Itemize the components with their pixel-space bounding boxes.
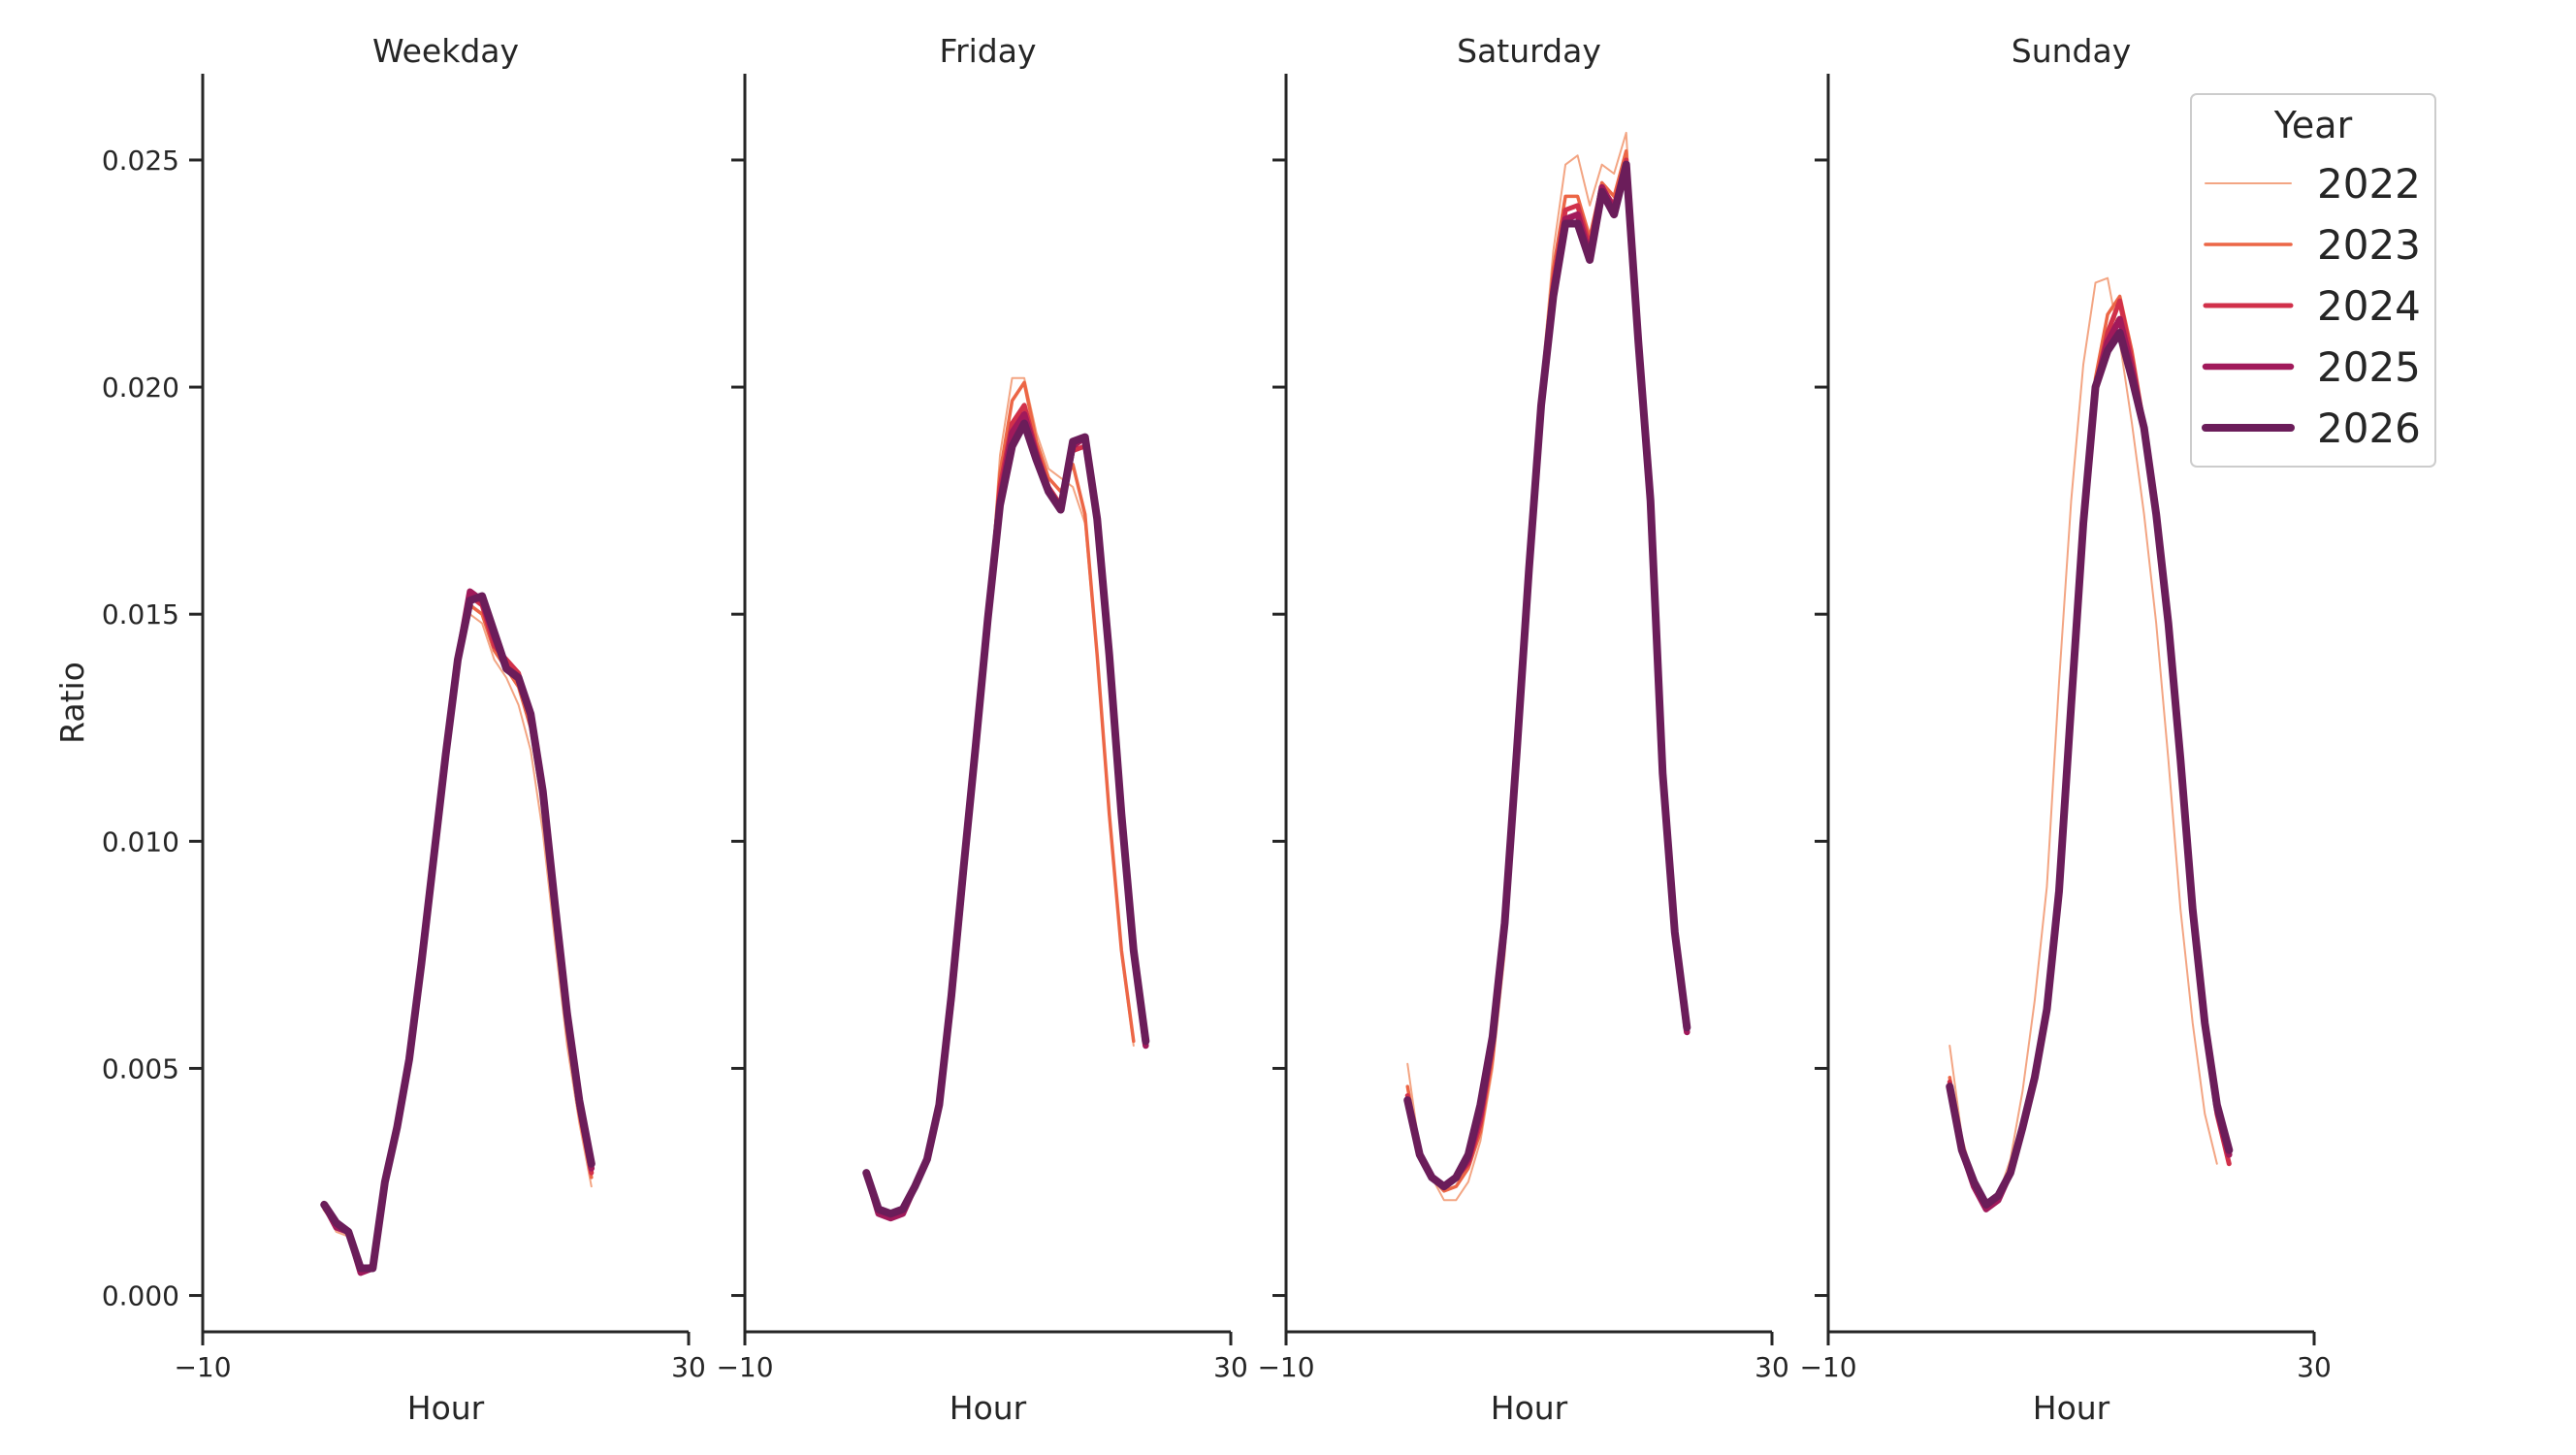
- panel-sunday: Sunday −10 30 Hour: [1799, 32, 2331, 1427]
- panel-title: Sunday: [2012, 32, 2131, 70]
- panel-title: Friday: [939, 32, 1036, 70]
- y-axis-label: Ratio: [53, 662, 91, 744]
- series-line-2026: [1403, 160, 1691, 1191]
- legend: Year 2022 2023 2024 2025 2026: [2190, 93, 2436, 468]
- panel-saturday: Saturday −10 30 Hour: [1257, 32, 1788, 1427]
- panel-weekday: Weekday 0.000 0.005 0.010 0.015 0.020 0.025 −10…: [102, 32, 706, 1427]
- x-tick-label: 30: [1755, 1351, 1789, 1383]
- y-tick-label: 0.025: [102, 145, 179, 177]
- y-tick-label: 0.005: [102, 1052, 179, 1084]
- legend-title: Year: [2273, 104, 2353, 146]
- x-tick-label: −10: [716, 1351, 773, 1383]
- y-tick-label: 0.000: [102, 1280, 179, 1312]
- legend-box: [2190, 93, 2436, 468]
- x-tick-label: −10: [1257, 1351, 1314, 1383]
- legend-entry-2024: 2024: [2317, 282, 2421, 330]
- series-line-2022: [1406, 131, 1689, 1202]
- legend-entry-2025: 2025: [2317, 343, 2421, 391]
- x-tick-label: 30: [2297, 1351, 2332, 1383]
- series-line-2025: [321, 588, 596, 1277]
- legend-entry-2023: 2023: [2317, 221, 2421, 269]
- series-line-2026: [862, 419, 1150, 1218]
- series-line-2023: [1405, 148, 1690, 1193]
- series-line-2025: [863, 410, 1149, 1222]
- x-axis-label: Hour: [2033, 1389, 2110, 1427]
- legend-entry-2022: 2022: [2317, 160, 2421, 208]
- x-tick-label: −10: [1799, 1351, 1856, 1383]
- panel-title: Saturday: [1457, 32, 1601, 70]
- panel-title: Weekday: [372, 32, 519, 70]
- x-tick-label: −10: [174, 1351, 231, 1383]
- x-tick-label: 30: [1213, 1351, 1248, 1383]
- series-line-2026: [320, 592, 596, 1273]
- panel-friday: Friday −10 30 Hour: [716, 32, 1247, 1427]
- y-tick-label: 0.010: [102, 825, 179, 857]
- chart-panels: Weekday 0.000 0.005 0.010 0.015 0.020 0.025 −10…: [53, 32, 2332, 1427]
- series-line-2026: [1946, 328, 2234, 1209]
- y-tick-label: 0.015: [102, 598, 179, 630]
- y-tick-label: 0.020: [102, 372, 179, 404]
- series-line-2022: [323, 613, 593, 1270]
- x-axis-label: Hour: [407, 1389, 485, 1427]
- legend-entry-2026: 2026: [2317, 404, 2421, 452]
- series-line-2024: [321, 593, 595, 1276]
- x-tick-label: 30: [671, 1351, 706, 1383]
- series-line-2023: [322, 603, 594, 1275]
- x-axis-label: Hour: [950, 1389, 1027, 1427]
- x-axis-label: Hour: [1491, 1389, 1568, 1427]
- series-line-2024: [863, 403, 1148, 1221]
